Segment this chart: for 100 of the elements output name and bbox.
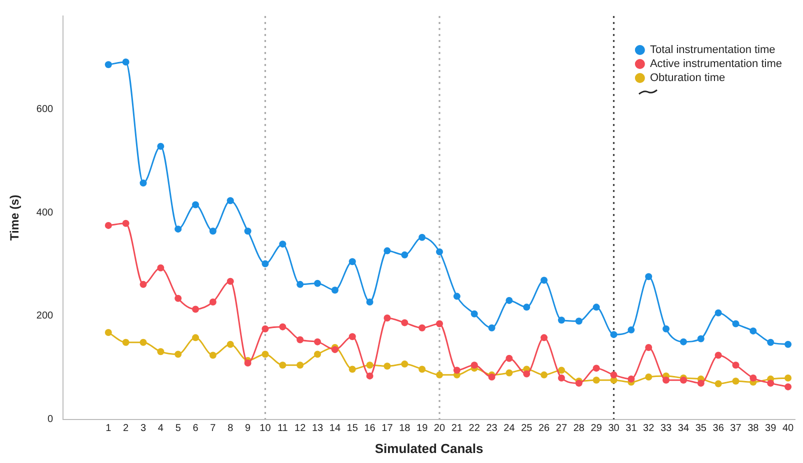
point — [540, 276, 548, 284]
x-tick-label: 28 — [573, 423, 585, 434]
point — [697, 335, 704, 342]
point — [506, 369, 513, 376]
x-tick-label: 14 — [329, 423, 341, 434]
point — [697, 380, 704, 387]
point — [453, 366, 460, 374]
x-tick-label: 17 — [382, 423, 394, 434]
point — [592, 364, 600, 372]
point — [262, 325, 269, 332]
point — [784, 383, 792, 390]
point — [209, 228, 216, 235]
legend-label: Obturation time — [650, 72, 726, 84]
point — [140, 280, 147, 288]
point — [506, 296, 513, 304]
point — [662, 325, 670, 332]
point — [540, 334, 548, 342]
point — [192, 201, 200, 208]
x-tick-label: 5 — [175, 423, 182, 434]
x-tick-label: 34 — [678, 423, 690, 434]
x-tick-label: 9 — [245, 423, 252, 434]
point — [436, 320, 443, 328]
point — [558, 316, 565, 324]
y-tick-label: 0 — [48, 414, 54, 426]
point — [610, 331, 618, 338]
point — [157, 348, 164, 356]
point — [384, 362, 391, 370]
point — [540, 371, 548, 378]
x-tick-label: 26 — [538, 423, 550, 434]
point — [401, 360, 408, 368]
point — [714, 380, 722, 388]
x-tick-label: 11 — [277, 423, 288, 434]
point — [366, 362, 374, 369]
point — [767, 380, 774, 387]
point — [628, 326, 635, 334]
point — [523, 304, 530, 311]
point — [418, 234, 426, 241]
x-tick-label: 21 — [451, 423, 463, 434]
point — [244, 228, 252, 235]
y-axis-title: Time (s) — [8, 194, 22, 241]
x-tick-label: 8 — [228, 423, 234, 434]
point — [714, 352, 722, 359]
x-tick-label: 25 — [521, 423, 533, 434]
point — [645, 273, 652, 280]
point — [575, 318, 582, 325]
point — [592, 376, 600, 384]
x-tick-label: 1 — [106, 423, 112, 434]
point — [401, 251, 408, 258]
point — [279, 362, 286, 369]
legend-label: Total instrumentation time — [650, 44, 776, 56]
point — [348, 258, 356, 266]
point — [122, 220, 130, 227]
point — [366, 372, 374, 380]
x-tick-label: 30 — [608, 423, 620, 434]
point — [348, 366, 356, 373]
x-tick-label: 19 — [416, 423, 428, 434]
point — [628, 376, 635, 383]
point — [226, 197, 234, 204]
point — [384, 314, 391, 322]
point — [226, 340, 234, 348]
point — [122, 58, 130, 66]
x-tick-label: 32 — [643, 423, 655, 434]
y-tick-label: 200 — [36, 310, 54, 322]
x-tick-label: 4 — [158, 423, 164, 434]
point — [140, 180, 147, 187]
point — [488, 324, 496, 332]
point — [296, 280, 304, 288]
point — [784, 374, 792, 382]
point — [750, 327, 757, 334]
point — [732, 378, 740, 385]
point — [314, 350, 322, 358]
point — [732, 362, 740, 369]
point — [331, 346, 338, 354]
x-tick-label: 31 — [626, 423, 638, 434]
point — [558, 374, 565, 382]
point — [140, 338, 147, 346]
point — [767, 338, 774, 346]
point — [453, 292, 460, 300]
x-tick-label: 22 — [468, 423, 480, 434]
x-tick-label: 16 — [364, 423, 376, 434]
point — [104, 61, 112, 68]
x-tick-label: 12 — [294, 423, 306, 434]
point — [418, 366, 426, 373]
point — [506, 354, 513, 362]
point — [331, 286, 338, 294]
x-tick-label: 37 — [730, 423, 742, 434]
point — [209, 352, 216, 359]
x-tick-label: 35 — [695, 423, 707, 434]
x-tick-label: 15 — [346, 423, 358, 434]
point — [470, 310, 478, 318]
point — [157, 264, 164, 272]
x-axis-title: Simulated Canals — [374, 440, 484, 456]
point — [592, 304, 600, 311]
point — [104, 222, 112, 229]
point — [558, 366, 565, 374]
x-tick-label: 39 — [765, 423, 777, 434]
point — [192, 306, 200, 313]
point — [296, 362, 304, 369]
x-tick-label: 27 — [556, 423, 568, 434]
point — [314, 338, 322, 346]
